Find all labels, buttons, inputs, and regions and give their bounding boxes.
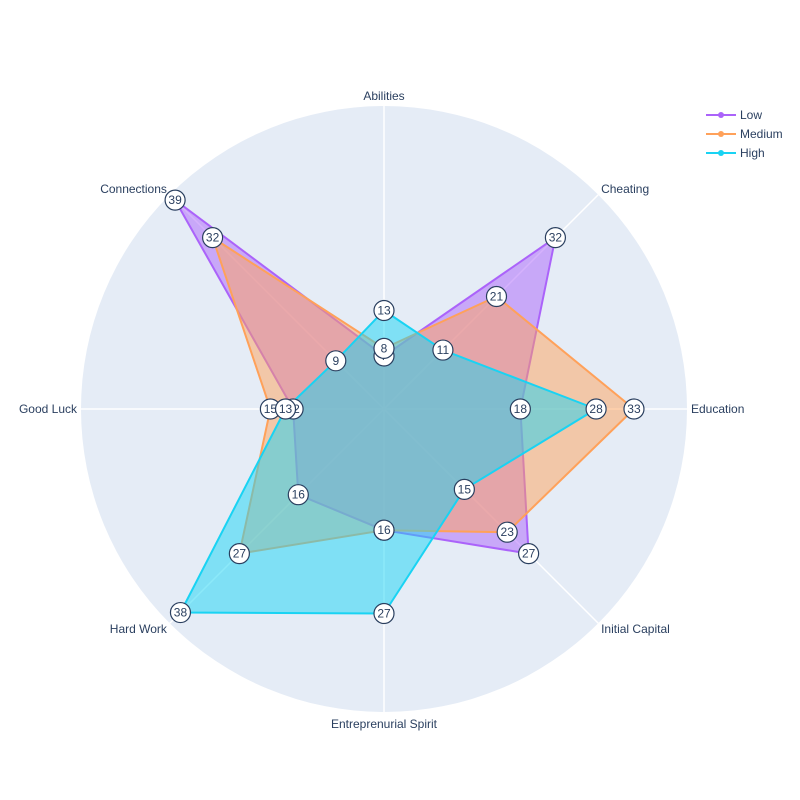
data-point-marker[interactable] [274, 398, 297, 420]
axis-label: Hard Work [110, 622, 168, 636]
data-label: 32 [206, 231, 220, 245]
data-point-marker[interactable] [485, 285, 508, 308]
data-label: 32 [549, 231, 563, 245]
data-point[interactable]: 27 [518, 543, 540, 565]
data-point-marker[interactable] [287, 484, 309, 506]
data-point-marker[interactable] [453, 478, 475, 500]
legend[interactable]: Low Medium High [706, 108, 783, 160]
data-point[interactable]: 18 [509, 398, 531, 420]
data-label: 23 [501, 525, 515, 539]
data-point-marker[interactable] [496, 521, 518, 543]
axis-label: Cheating [601, 182, 649, 196]
axis-label: Connections [100, 182, 167, 196]
legend-swatch-marker [718, 131, 724, 137]
axis-labels: Abilities Cheating Education Initial Capita… [19, 89, 744, 731]
data-point[interactable]: 27 [228, 543, 250, 565]
data-point[interactable]: 16 [287, 484, 309, 506]
data-point[interactable]: 21 [485, 285, 508, 308]
data-point[interactable]: 32 [201, 226, 224, 249]
data-point[interactable]: 23 [496, 521, 518, 543]
data-label: 27 [233, 547, 247, 561]
data-point-marker[interactable] [544, 226, 567, 249]
legend-label: Low [740, 108, 762, 122]
data-label: 16 [292, 488, 306, 502]
axis-label: Initial Capital [601, 622, 670, 636]
legend-item-medium[interactable]: Medium [706, 127, 783, 141]
data-label: 13 [377, 304, 391, 318]
data-point-marker[interactable] [509, 398, 531, 420]
legend-swatch-marker [718, 112, 724, 118]
data-label: 28 [589, 402, 603, 416]
legend-label: High [740, 146, 765, 160]
data-point-marker[interactable] [164, 189, 186, 211]
data-point[interactable]: 27 [373, 602, 395, 625]
data-point-marker[interactable] [585, 398, 607, 420]
data-label: 11 [437, 343, 450, 357]
data-point-marker[interactable] [169, 601, 192, 624]
data-point[interactable]: 13 [373, 299, 395, 322]
data-point-marker[interactable] [325, 350, 347, 372]
data-point[interactable]: 39 [164, 189, 186, 211]
data-label: 33 [627, 402, 641, 416]
data-label: 38 [174, 606, 188, 620]
data-label: 39 [168, 193, 182, 207]
data-point-marker[interactable] [518, 543, 540, 565]
data-point[interactable]: 38 [169, 601, 192, 624]
data-point[interactable]: 11 [432, 339, 454, 361]
axis-label: Education [691, 402, 744, 416]
axis-label: Abilities [363, 89, 404, 103]
data-point[interactable]: 9 [325, 350, 347, 372]
data-point[interactable]: 8 [373, 337, 395, 359]
data-point[interactable]: 15 [259, 398, 281, 420]
data-point-marker[interactable] [373, 602, 395, 625]
legend-item-low[interactable]: Low [706, 108, 762, 122]
data-point-marker[interactable] [432, 339, 454, 361]
data-label: 15 [458, 482, 472, 496]
data-point-marker[interactable] [623, 398, 645, 420]
data-label: 9 [332, 354, 339, 368]
data-point[interactable]: 13 [274, 398, 297, 420]
data-point[interactable]: 32 [544, 226, 567, 249]
data-point[interactable]: 28 [585, 398, 607, 420]
data-label: 13 [279, 402, 293, 416]
data-point[interactable]: 33 [623, 398, 645, 420]
data-label: 18 [514, 402, 528, 416]
data-label: 8 [381, 341, 388, 355]
legend-label: Medium [740, 127, 783, 141]
legend-item-high[interactable]: High [706, 146, 765, 160]
axis-label: Good Luck [19, 402, 78, 416]
data-label: 15 [264, 402, 278, 416]
marker-layer: 7321827161612398213323162715321311281527… [164, 189, 645, 625]
axis-label: Entreprenurial Spirit [331, 717, 438, 731]
data-label: 16 [377, 523, 391, 537]
data-label: 27 [522, 547, 536, 561]
data-point-marker[interactable] [373, 299, 395, 322]
data-point[interactable]: 16 [373, 519, 395, 541]
legend-swatch-marker [718, 150, 724, 156]
data-point-marker[interactable] [373, 337, 395, 359]
data-point-marker[interactable] [373, 519, 395, 541]
data-label: 21 [490, 290, 504, 304]
data-point-marker[interactable] [201, 226, 224, 249]
data-label: 27 [377, 607, 391, 621]
data-point[interactable]: 15 [453, 478, 475, 500]
data-point-marker[interactable] [228, 543, 250, 565]
